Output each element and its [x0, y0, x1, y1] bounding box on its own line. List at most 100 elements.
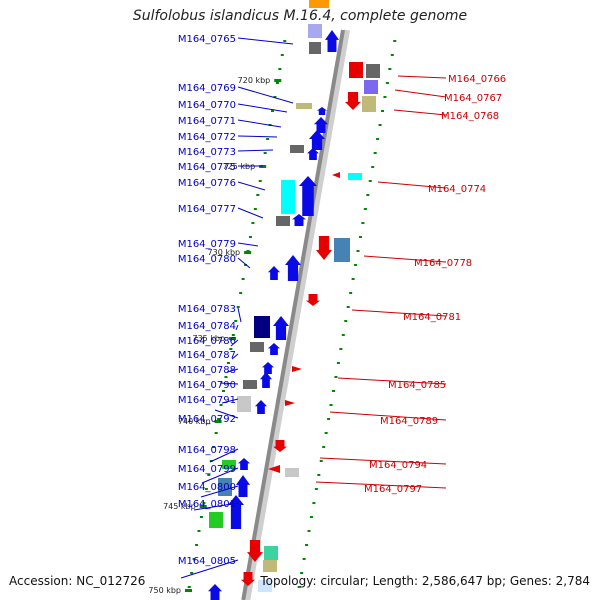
track-dot: [329, 404, 333, 406]
track-dot: [324, 432, 328, 434]
gene-label-m164_0771: M164_0771: [178, 116, 236, 127]
tick-label: 730 kbp: [208, 248, 241, 257]
left-leader-line: [237, 86, 294, 104]
gene-block-0773: [290, 145, 304, 153]
left-leader-line: [200, 485, 239, 498]
right-leader-line: [363, 255, 447, 263]
gene-label-m164_0789: M164_0789: [380, 416, 438, 427]
gene-arrow-0798: [238, 458, 250, 470]
track-dot: [263, 152, 267, 154]
track-dot: [373, 152, 377, 154]
gene-arrow-0765: [325, 30, 339, 52]
left-leader-line: [237, 119, 282, 128]
gene-label-m164_0770: M164_0770: [178, 100, 236, 111]
right-leader-line: [377, 181, 447, 189]
track-dot: [344, 320, 348, 322]
gene-arrow-0788: [262, 362, 274, 374]
gene-label-m164_0786: M164_0786: [178, 336, 236, 347]
gene-label-m164_0774: M164_0774: [428, 184, 486, 195]
track-dot: [229, 348, 233, 350]
gene-label-m164_0791: M164_0791: [178, 395, 236, 406]
right-leader-line: [393, 109, 447, 116]
backbone-shadow: [244, 29, 350, 600]
left-leader-line: [237, 242, 259, 247]
gene-label-m164_0783: M164_0783: [178, 304, 236, 315]
track-dot: [361, 222, 365, 224]
gene-tri-0785: [292, 366, 302, 372]
gene-label-m164_0788: M164_0788: [178, 365, 236, 376]
gene-block-0801: [209, 512, 223, 528]
track-dot: [275, 82, 279, 84]
gene-label-m164_0799: M164_0799: [178, 464, 236, 475]
left-leader-line: [237, 307, 242, 323]
gene-label-m164_0767: M164_0767: [444, 93, 502, 104]
track-dot: [354, 264, 358, 266]
track-dot: [381, 110, 384, 112]
track-dot: [207, 474, 211, 476]
track-dot: [273, 96, 277, 98]
gene-label-m164_0797: M164_0797: [364, 484, 422, 495]
left-leader-line: [221, 398, 239, 404]
track-dot: [376, 138, 380, 140]
track-dot: [317, 474, 321, 476]
gene-label-m164_0787: M164_0787: [178, 350, 236, 361]
track-dot: [319, 460, 323, 462]
gene-label-m164_0792: M164_0792: [178, 414, 236, 425]
right-leader-line: [394, 89, 447, 98]
track-dot: [334, 376, 338, 378]
gene-arrow-0781: [306, 294, 320, 306]
gene-label-m164_0768: M164_0768: [441, 111, 499, 122]
gene-label-m164_0805: M164_0805: [178, 556, 236, 567]
gene-block-0798: [222, 460, 236, 469]
gene-arrow-0777: [299, 176, 317, 216]
tick-mark: [185, 589, 192, 592]
gene-label-m164_0800: M164_0800: [178, 482, 236, 493]
track-dot: [190, 572, 194, 574]
left-leader-line: [209, 448, 239, 463]
left-leader-line: [219, 382, 239, 385]
track-dot: [253, 208, 257, 210]
track-dot: [219, 404, 223, 406]
track-dot: [231, 334, 235, 336]
gene-block-0774: [348, 173, 362, 180]
track-dot: [280, 54, 284, 56]
left-leader-line: [180, 559, 239, 579]
track-dot: [195, 544, 199, 546]
track-dot: [390, 54, 394, 56]
track-dot: [258, 180, 262, 182]
track-dot: [236, 306, 240, 308]
gene-tri-0789: [285, 400, 295, 406]
track-dot: [336, 362, 340, 364]
gene-arrow-0787: [268, 343, 280, 355]
track-dot: [327, 418, 331, 420]
track-dot: [234, 320, 238, 322]
track-dot: [385, 82, 389, 84]
gene-label-m164_0798: M164_0798: [178, 445, 236, 456]
track-dot: [204, 488, 208, 490]
gene-block-0803: [264, 546, 278, 560]
map-title: Sulfolobus islandicus M.16.4, complete g…: [132, 8, 468, 24]
track-dot: [388, 68, 392, 70]
gene-arrow-0780: [285, 255, 301, 281]
left-leader-line: [237, 37, 294, 45]
track-dot: [192, 558, 196, 560]
gene-block-0804: [263, 560, 277, 572]
genome-backbone: [241, 29, 345, 600]
track-dot: [244, 264, 248, 266]
left-leader-line: [237, 103, 288, 113]
track-dot: [266, 138, 270, 140]
track-dot: [309, 516, 313, 518]
tick-mark: [274, 79, 282, 82]
left-leader-line: [201, 467, 239, 484]
left-leader-line: [226, 368, 239, 373]
left-leader-line: [237, 257, 251, 269]
left-leader-line: [237, 181, 266, 191]
track-dot: [222, 390, 225, 392]
gene-label-m164_0779: M164_0779: [178, 239, 236, 250]
right-leader-line: [337, 377, 447, 385]
right-leader-line: [329, 411, 447, 421]
gene-block-0769: [296, 103, 312, 109]
gene-tri-0774: [332, 172, 340, 178]
gene-block-0790: [243, 380, 257, 389]
